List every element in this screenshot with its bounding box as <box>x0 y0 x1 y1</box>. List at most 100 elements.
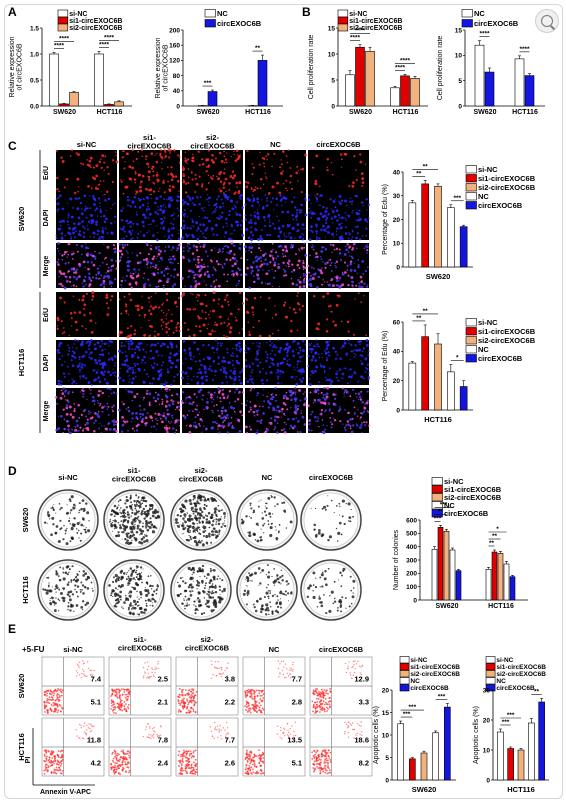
cell-dot <box>141 155 144 157</box>
cell-dot <box>141 358 144 362</box>
colony-dot <box>191 589 193 591</box>
cell-dot <box>233 369 236 373</box>
cell-dot <box>94 187 98 190</box>
cell-dot <box>133 362 136 365</box>
cell-dot <box>311 347 314 351</box>
colony-dot <box>137 583 140 585</box>
colony-dot <box>81 600 85 603</box>
y-tick-label: 15 <box>455 27 463 34</box>
colony-dot <box>67 601 70 604</box>
colony-plate <box>37 559 99 621</box>
cell-dot <box>362 377 365 380</box>
cell-dot <box>120 253 124 256</box>
cell-dot <box>105 302 108 305</box>
cell-dot <box>349 200 352 203</box>
cell-dot <box>75 382 78 385</box>
cell-dot <box>65 177 69 181</box>
cell-dot <box>207 182 210 184</box>
cell-dot <box>138 424 141 426</box>
cell-dot <box>298 235 302 239</box>
cell-dot <box>351 284 354 287</box>
cell-dot <box>113 423 116 427</box>
cell-dot <box>69 432 72 434</box>
cell-dot <box>224 419 226 421</box>
cell-dot <box>287 149 290 151</box>
colony-dot <box>137 496 140 499</box>
cell-dot <box>182 362 184 364</box>
cell-dot <box>287 258 290 261</box>
cell-dot <box>162 361 165 364</box>
cell-dot <box>272 257 275 260</box>
cell-dot <box>223 321 226 324</box>
cell-dot <box>360 375 364 379</box>
group-label: SW620 <box>21 508 30 533</box>
colony-dot <box>66 565 70 568</box>
colony-dot <box>126 535 129 538</box>
cell-dot <box>200 264 202 267</box>
cell-dot <box>99 210 103 214</box>
cell-dot <box>298 388 301 392</box>
cell-dot <box>62 372 66 375</box>
cell-dot <box>202 311 204 313</box>
cell-dot <box>284 255 287 257</box>
cell-dot <box>272 345 275 349</box>
cell-dot <box>158 246 160 248</box>
colony-dot <box>221 509 224 511</box>
cell-dot <box>271 342 273 345</box>
cell-dot <box>187 168 190 170</box>
bar <box>207 91 218 107</box>
cell-dot <box>92 196 95 199</box>
cell-dot <box>210 396 213 399</box>
column-header: circEXOC6B <box>309 473 354 482</box>
cell-dot <box>300 412 302 414</box>
label-line: SW620 <box>349 109 372 116</box>
cell-dot <box>353 413 356 416</box>
cell-dot <box>250 226 253 229</box>
panel-letter-b: B <box>302 5 311 19</box>
cell-dot <box>272 259 275 261</box>
cell-dot <box>338 200 340 203</box>
colony-dot <box>82 592 85 595</box>
cell-dot <box>262 412 265 415</box>
cell-dot <box>263 262 266 266</box>
cell-dot <box>172 417 174 419</box>
cell-dot <box>296 329 299 332</box>
cell-dot <box>272 363 275 366</box>
cell-dot <box>200 317 203 319</box>
cell-dot <box>252 166 255 169</box>
cell-dot <box>290 270 294 273</box>
cell-dot <box>168 258 171 261</box>
cell-dot <box>89 166 92 169</box>
cell-dot <box>203 235 205 238</box>
colony-dot <box>189 530 192 532</box>
cell-dot <box>152 181 155 184</box>
cell-dot <box>307 404 310 407</box>
cell-dot <box>213 351 216 354</box>
cell-dot <box>212 411 215 414</box>
colony-dot <box>136 590 138 593</box>
cell-dot <box>188 269 191 273</box>
colony-dot <box>198 539 201 542</box>
colony-dot <box>117 531 120 534</box>
cell-dot <box>155 258 157 260</box>
colony-dot <box>277 530 280 533</box>
cell-dot <box>355 284 358 287</box>
cell-dot <box>157 209 159 211</box>
cell-dot <box>344 261 347 264</box>
cell-dot <box>121 401 123 403</box>
zoom-in-icon[interactable] <box>535 9 559 33</box>
colony-dot <box>182 517 185 520</box>
cell-dot <box>301 339 305 343</box>
cell-dot <box>205 188 208 191</box>
cell-dot <box>249 230 253 234</box>
legend-entry: si-NC <box>69 11 87 18</box>
cell-dot <box>156 172 158 174</box>
cell-dot <box>185 233 188 236</box>
cell-dot <box>68 232 72 236</box>
cell-dot <box>351 374 353 376</box>
cell-dot <box>348 245 352 248</box>
colony-dot <box>263 510 267 513</box>
colony-dot <box>135 530 139 534</box>
colony-dot <box>44 588 47 591</box>
micrograph-tile <box>181 386 244 434</box>
